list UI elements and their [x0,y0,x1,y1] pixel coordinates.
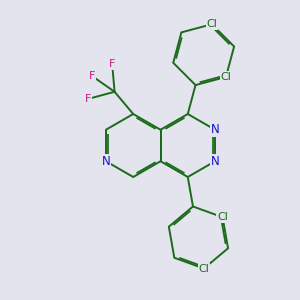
Text: N: N [211,155,219,168]
Text: F: F [109,59,116,69]
Text: N: N [211,123,219,136]
Text: F: F [89,71,95,81]
Text: N: N [102,155,110,168]
Text: Cl: Cl [220,72,231,82]
Text: Cl: Cl [199,263,209,274]
Text: Cl: Cl [206,19,217,29]
Text: Cl: Cl [217,212,228,222]
Text: F: F [85,94,91,104]
